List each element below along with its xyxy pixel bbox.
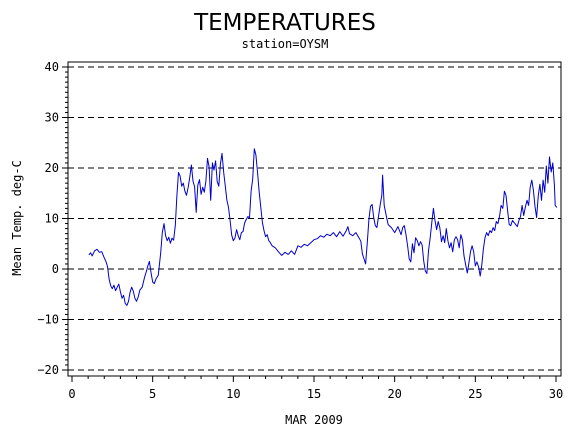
y-tick-label: −10 bbox=[37, 313, 59, 327]
y-tick-label: 10 bbox=[45, 212, 59, 226]
x-axis: 0 5 10 15 20 25 30 bbox=[68, 376, 563, 401]
x-tick-label: 25 bbox=[468, 387, 482, 401]
series-layer bbox=[88, 148, 558, 306]
y-tick-label: 30 bbox=[45, 111, 59, 125]
x-tick-label: 5 bbox=[149, 387, 156, 401]
y-axis: −20 −10 0 10 20 30 40 bbox=[37, 60, 68, 377]
y-axis-label: Mean Temp. deg-C bbox=[10, 160, 24, 276]
x-tick-label: 0 bbox=[68, 387, 75, 401]
x-tick-label: 15 bbox=[307, 387, 321, 401]
gridlines bbox=[68, 66, 561, 371]
chart-title: TEMPERATURES bbox=[193, 10, 376, 36]
series-line bbox=[88, 148, 558, 306]
y-tick-label: 20 bbox=[45, 161, 59, 175]
y-tick-label: 40 bbox=[45, 60, 59, 74]
y-tick-label: −20 bbox=[37, 363, 59, 377]
x-tick-label: 10 bbox=[226, 387, 240, 401]
y-tick-label: 0 bbox=[52, 262, 59, 276]
x-axis-label: MAR 2009 bbox=[285, 413, 343, 427]
chart-subtitle: station=OYSM bbox=[242, 37, 329, 51]
x-tick-label: 20 bbox=[387, 387, 401, 401]
x-tick-label: 30 bbox=[549, 387, 563, 401]
